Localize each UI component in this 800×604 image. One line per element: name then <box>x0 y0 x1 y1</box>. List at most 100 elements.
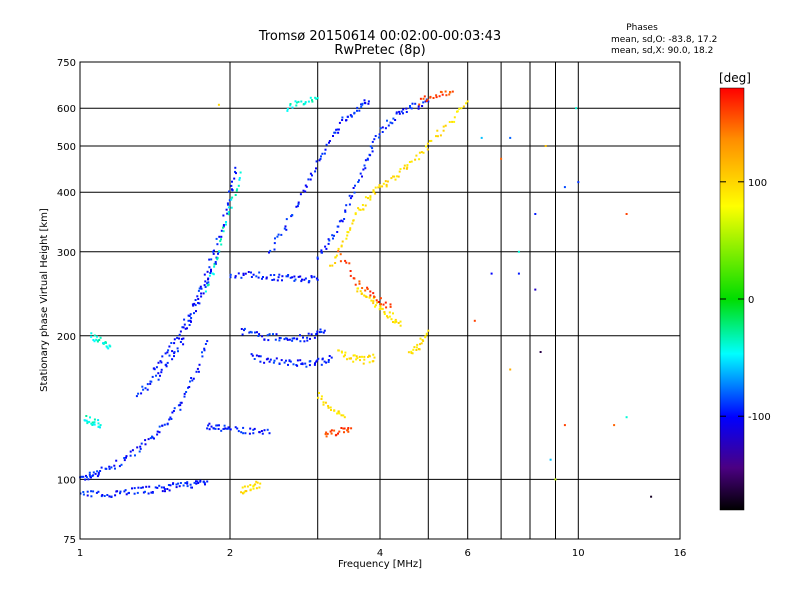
echo-point <box>246 485 249 488</box>
echo-point <box>141 385 144 388</box>
echo-point <box>384 127 387 130</box>
echo-point <box>382 303 385 306</box>
echo-point <box>415 154 418 157</box>
echo-point <box>308 364 311 367</box>
echo-point <box>172 410 175 412</box>
echo-point <box>349 274 352 277</box>
echo-point <box>158 431 161 434</box>
echo-point <box>395 320 398 323</box>
echo-point <box>387 124 390 127</box>
echo-point <box>90 422 93 425</box>
echo-point <box>318 331 321 334</box>
echo-point <box>220 243 223 246</box>
echo-point <box>422 340 425 342</box>
echo-point <box>103 342 106 344</box>
echo-point <box>321 357 324 360</box>
echo-point <box>216 243 219 246</box>
echo-point <box>210 425 213 428</box>
echo-point <box>252 428 255 431</box>
echo-point <box>436 129 439 132</box>
echo-point <box>358 109 361 112</box>
echo-point <box>339 253 342 256</box>
echo-point <box>328 355 331 357</box>
echo-point <box>183 395 186 398</box>
echo-point <box>207 424 210 427</box>
echo-point <box>161 355 164 358</box>
echo-point <box>368 355 371 358</box>
echo-point <box>204 286 207 288</box>
echo-point <box>310 333 313 336</box>
echo-point <box>509 368 512 371</box>
echo-point <box>354 184 356 187</box>
echo-point <box>226 427 229 430</box>
echo-point <box>403 167 406 170</box>
echo-point <box>137 392 140 395</box>
echo-point <box>339 260 342 263</box>
echo-point <box>416 343 419 346</box>
echo-point <box>302 189 305 192</box>
echo-point <box>325 247 328 250</box>
echo-point <box>367 197 369 200</box>
echo-point <box>377 186 380 189</box>
echo-point <box>260 430 263 432</box>
echo-point <box>313 275 316 278</box>
echo-point <box>150 491 153 494</box>
echo-point <box>337 128 340 131</box>
echo-point <box>392 175 395 178</box>
echo-point <box>158 484 161 487</box>
echo-point <box>364 289 367 292</box>
echo-point <box>297 275 300 278</box>
echo-point <box>202 480 205 483</box>
echo-point <box>87 478 90 481</box>
echo-point <box>425 333 428 336</box>
echo-point <box>227 211 230 213</box>
echo-point <box>323 360 326 363</box>
x-tick-label: 2 <box>227 548 233 559</box>
echo-point <box>283 361 286 364</box>
echo-point <box>251 354 254 357</box>
echo-point <box>90 476 92 479</box>
echo-point <box>177 482 180 485</box>
echo-point <box>316 257 319 260</box>
echo-point <box>324 148 327 151</box>
echo-point <box>378 184 381 187</box>
echo-point <box>97 473 100 476</box>
chart-subtitle: RwPretec (8p) <box>334 43 425 58</box>
echo-point <box>327 359 330 361</box>
echo-point <box>92 423 95 426</box>
echo-point <box>160 371 163 374</box>
echo-point <box>255 354 258 357</box>
echo-point <box>154 486 157 489</box>
echo-point <box>323 152 326 155</box>
echo-point <box>226 212 229 215</box>
echo-point <box>296 364 299 367</box>
echo-point <box>378 133 381 136</box>
echo-point <box>327 405 330 407</box>
echo-point <box>82 475 85 478</box>
echo-point <box>390 318 393 321</box>
echo-point <box>110 466 113 469</box>
echo-point <box>328 141 330 144</box>
echo-point <box>352 354 355 357</box>
echo-point <box>392 117 395 120</box>
echo-point <box>322 403 325 406</box>
echo-point <box>168 354 171 357</box>
echo-point <box>351 222 354 225</box>
echo-point <box>410 107 413 110</box>
echo-point <box>265 277 268 280</box>
echo-point <box>358 179 360 182</box>
echo-point <box>336 128 339 131</box>
echo-point <box>186 481 189 484</box>
echo-point <box>123 490 126 493</box>
echo-point <box>315 360 318 363</box>
echo-point <box>347 231 350 234</box>
echo-point <box>237 272 240 275</box>
echo-point <box>324 245 327 248</box>
echo-point <box>193 312 195 315</box>
echo-point <box>203 347 206 350</box>
echo-point <box>337 131 340 134</box>
echo-point <box>229 273 232 276</box>
echo-point <box>179 482 182 484</box>
echo-point <box>201 355 204 358</box>
echo-point <box>274 237 276 240</box>
